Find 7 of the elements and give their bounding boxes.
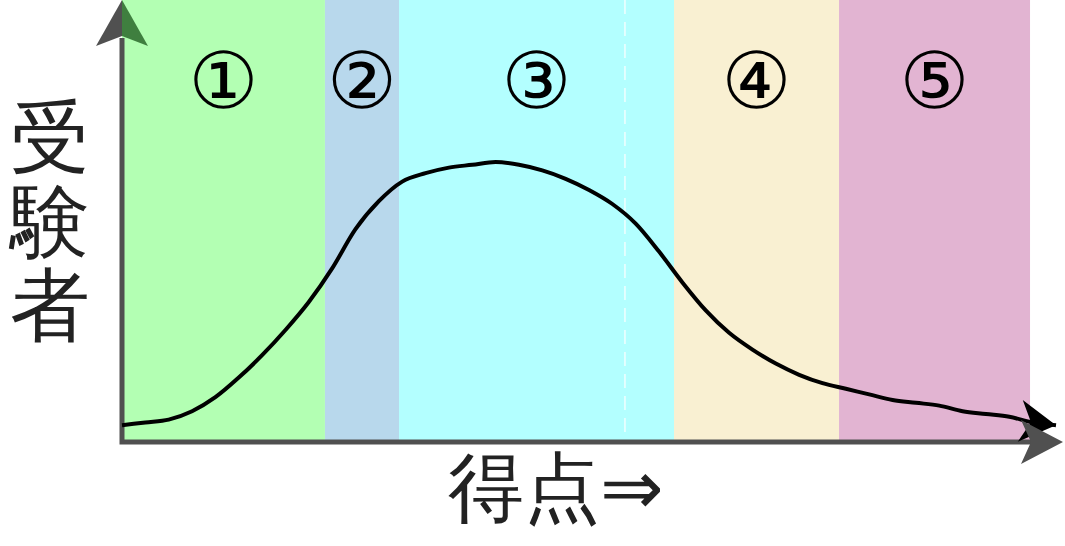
text: ④	[721, 36, 792, 127]
y-axis-title: 受験者	[8, 91, 91, 352]
text: ②	[327, 36, 397, 127]
text: ⑤	[899, 36, 970, 127]
text: ①	[188, 36, 259, 127]
text: ③	[501, 36, 572, 127]
x-axis-title: 得点⇒	[448, 443, 664, 532]
